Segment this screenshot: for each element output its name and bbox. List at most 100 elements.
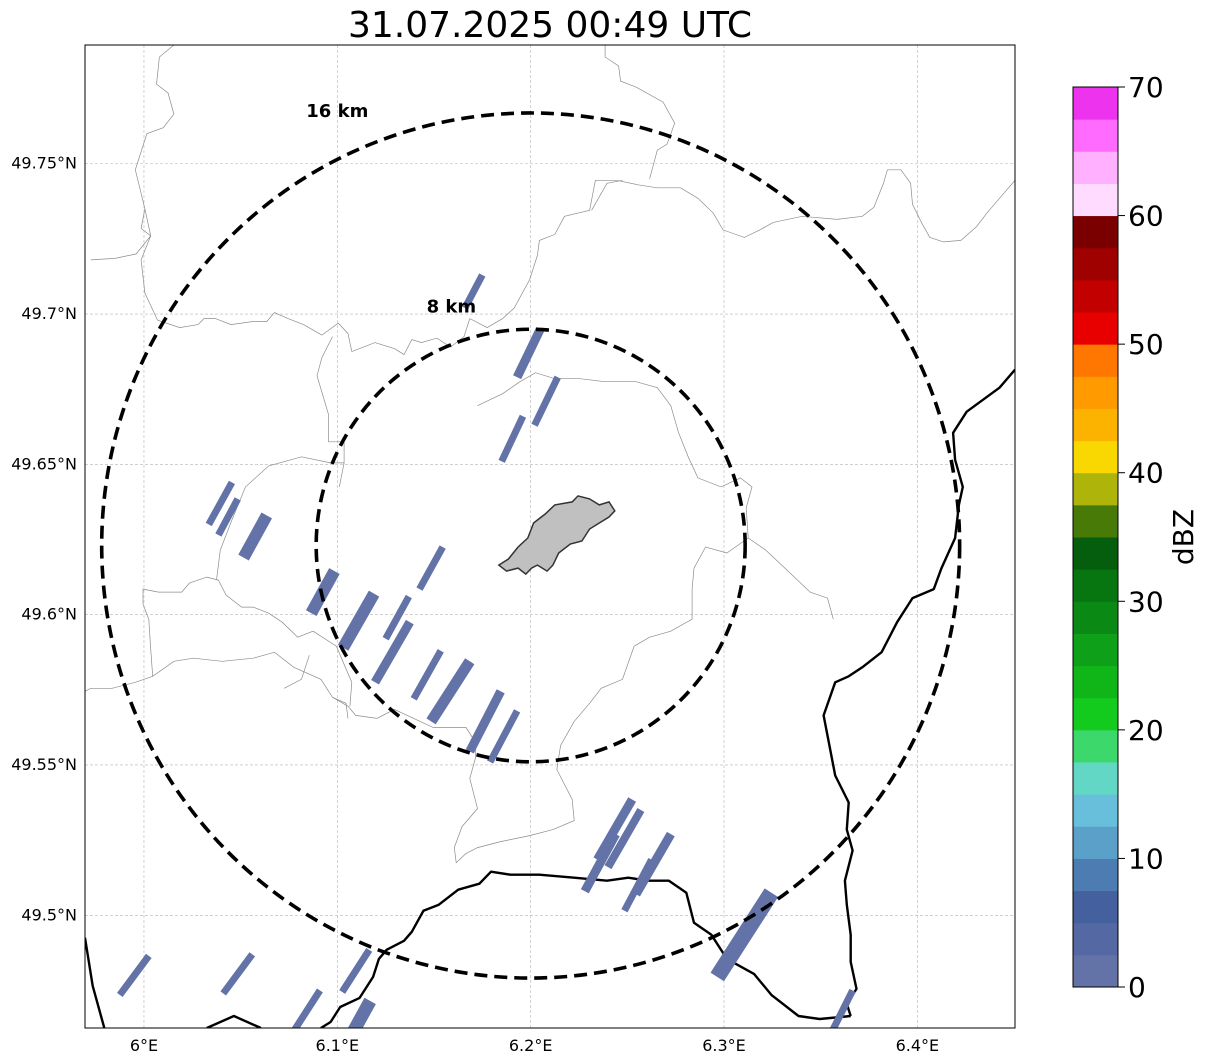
admin-boundary-line bbox=[748, 537, 834, 620]
border-line bbox=[822, 368, 1015, 1017]
admin-boundaries bbox=[85, 45, 1015, 864]
colorbar-segment bbox=[1073, 344, 1118, 377]
colorbar-segment bbox=[1073, 537, 1118, 570]
reflectivity-cell bbox=[416, 545, 446, 591]
admin-boundary-line bbox=[216, 456, 345, 581]
range-rings bbox=[99, 111, 962, 980]
border-line bbox=[206, 1014, 262, 1028]
reflectivity-cell bbox=[205, 480, 236, 527]
city-polygon bbox=[497, 495, 616, 576]
admin-boundary-line bbox=[604, 45, 676, 179]
colorbar-segment bbox=[1073, 183, 1118, 217]
reflectivity-cell bbox=[339, 947, 373, 994]
reflectivity-cell bbox=[291, 988, 323, 1028]
colorbar-segment bbox=[1073, 119, 1118, 152]
reflectivity-cell bbox=[410, 649, 444, 701]
reflectivity-cell bbox=[531, 375, 561, 427]
colorbar-tick-label: 10 bbox=[1128, 842, 1164, 875]
reflectivity-cell bbox=[220, 952, 256, 996]
colorbar-segment bbox=[1073, 472, 1118, 506]
colorbar-tick-label: 50 bbox=[1128, 328, 1164, 361]
lon-tick-label: 6°E bbox=[130, 1036, 158, 1055]
colorbar-segment bbox=[1073, 504, 1118, 538]
reflectivity-cell bbox=[710, 888, 779, 982]
colorbar-segment bbox=[1073, 151, 1118, 184]
colorbar-tick-label: 40 bbox=[1128, 457, 1164, 490]
colorbar-segment bbox=[1073, 601, 1118, 634]
lon-tick-label: 6.4°E bbox=[896, 1036, 940, 1055]
colorbar-segment bbox=[1073, 215, 1118, 249]
map-frame bbox=[84, 44, 1016, 1029]
axis-tick-labels: 49.5°N 49.55°N 49.6°N 49.65°N 49.7°N 49.75°N 6… bbox=[11, 154, 939, 1055]
lat-tick-label: 49.75°N bbox=[11, 154, 77, 173]
reflectivity-cell bbox=[621, 858, 655, 913]
range-ring-label: 16 km bbox=[306, 101, 368, 122]
admin-boundary-line bbox=[560, 537, 749, 746]
colorbar-tick-label: 70 bbox=[1128, 71, 1164, 104]
reflectivity-cell bbox=[238, 512, 273, 561]
colorbar-segment bbox=[1073, 729, 1118, 763]
admin-boundary-line bbox=[142, 576, 353, 707]
colorbar-segment bbox=[1073, 408, 1118, 442]
national-border bbox=[85, 368, 1015, 1028]
reflectivity-cell bbox=[498, 414, 527, 463]
range-ring bbox=[99, 111, 962, 980]
colorbar-segment bbox=[1073, 794, 1118, 827]
lat-tick-label: 49.5°N bbox=[21, 905, 77, 924]
reflectivity-cell bbox=[337, 590, 380, 651]
colorbar-tick-label: 60 bbox=[1128, 200, 1164, 233]
colorbar-label: dBZ bbox=[1167, 509, 1200, 565]
reflectivity-cell bbox=[580, 831, 620, 894]
admin-boundary-line bbox=[351, 169, 1015, 356]
reflectivity-cell bbox=[371, 619, 414, 685]
reflectivity-cell bbox=[215, 497, 241, 537]
colorbar-segment bbox=[1073, 87, 1118, 120]
colorbar-segment bbox=[1073, 922, 1118, 956]
colorbar-frame bbox=[1072, 86, 1119, 988]
reflectivity-cell bbox=[465, 689, 505, 754]
colorbar-tick-label: 0 bbox=[1128, 971, 1146, 1004]
colorbar-segment bbox=[1073, 376, 1118, 409]
admin-boundary-line bbox=[332, 696, 349, 719]
reflectivity-cell bbox=[426, 658, 475, 725]
colorbar-segment bbox=[1073, 279, 1118, 313]
range-ring bbox=[314, 327, 747, 764]
colorbar-tick-label: 20 bbox=[1128, 714, 1164, 747]
admin-boundary-line bbox=[283, 655, 310, 689]
lat-tick-label: 49.6°N bbox=[21, 605, 77, 624]
colorbar-segment bbox=[1073, 762, 1118, 795]
reflectivity-cell bbox=[382, 594, 412, 641]
range-ring-labels: 8 km 16 km bbox=[306, 101, 476, 317]
colorbar-segment bbox=[1073, 858, 1118, 892]
reflectivity-cell bbox=[604, 808, 645, 870]
lon-tick-label: 6.1°E bbox=[316, 1036, 360, 1055]
reflectivity-cell bbox=[116, 953, 152, 998]
reflectivity-cells bbox=[116, 273, 856, 1028]
colorbar: 0 10 20 30 40 50 60 70 dBZ bbox=[1072, 71, 1200, 1004]
reflectivity-cell bbox=[461, 273, 486, 310]
admin-boundary-line bbox=[591, 179, 623, 211]
reflectivity-cell bbox=[347, 997, 376, 1028]
map-title: 31.07.2025 00:49 UTC bbox=[347, 5, 753, 46]
colorbar-segment bbox=[1073, 697, 1118, 731]
lat-tick-label: 49.7°N bbox=[21, 304, 77, 323]
city-area bbox=[497, 495, 616, 576]
colorbar-segment bbox=[1073, 312, 1118, 345]
admin-boundary-line bbox=[140, 208, 353, 352]
colorbar-segment bbox=[1073, 247, 1118, 281]
lat-tick-label: 49.55°N bbox=[11, 755, 77, 774]
reflectivity-cell bbox=[513, 327, 545, 380]
colorbar-segment bbox=[1073, 826, 1118, 859]
admin-boundary-line bbox=[316, 336, 345, 487]
colorbar-segment bbox=[1073, 890, 1118, 924]
admin-boundary-line bbox=[85, 651, 575, 864]
border-line bbox=[85, 937, 106, 1028]
lon-tick-label: 6.2°E bbox=[509, 1036, 553, 1055]
colorbar-tick-label: 30 bbox=[1128, 585, 1164, 618]
colorbar-segment bbox=[1073, 954, 1118, 988]
colorbar-segment bbox=[1073, 665, 1118, 699]
admin-boundary-line bbox=[90, 45, 175, 261]
range-ring-label: 8 km bbox=[427, 297, 477, 318]
reflectivity-cell bbox=[486, 709, 521, 764]
